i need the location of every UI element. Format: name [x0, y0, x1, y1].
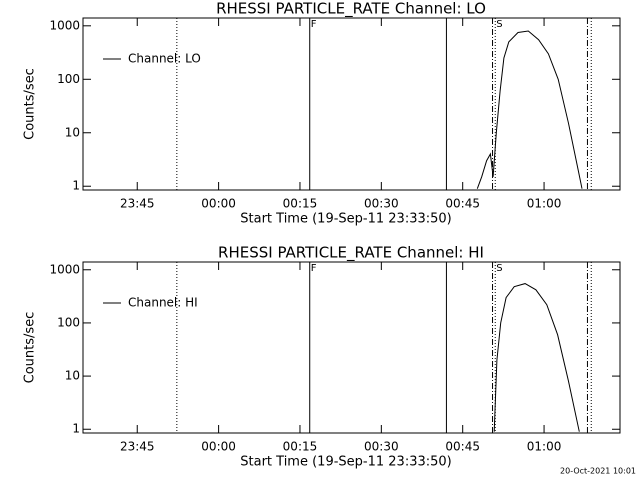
x-tick-label: 00:45: [445, 440, 480, 454]
y-axis-label: Counts/sec: [23, 68, 38, 140]
y-tick-label: 100: [57, 72, 80, 86]
chart-title: RHESSI PARTICLE_RATE Channel: LO: [216, 0, 486, 19]
x-tick-label: 00:15: [283, 197, 318, 211]
plot-frame: [82, 261, 621, 434]
x-axis-label: Start Time (19-Sep-11 23:33:50): [240, 455, 451, 470]
y-tick-label: 100: [57, 315, 80, 329]
y-tick-label: 10: [65, 125, 80, 139]
x-tick-label: 23:45: [120, 197, 155, 211]
marker-label: S: [496, 263, 502, 274]
x-tick-label: 00:30: [364, 440, 399, 454]
marker-label: S: [496, 19, 502, 30]
y-tick-label: 1: [72, 179, 80, 193]
footer-date: 20-Oct-2021 10:01: [560, 467, 636, 476]
x-tick-label: 01:00: [527, 440, 562, 454]
data-line: [493, 283, 580, 432]
chart-title: RHESSI PARTICLE_RATE Channel: HI: [218, 244, 484, 263]
y-tick-label: 10: [65, 369, 80, 383]
data-line: [476, 30, 583, 189]
x-tick-label: 00:30: [364, 197, 399, 211]
y-tick-label: 1: [72, 422, 80, 436]
y-tick-label: 1000: [49, 262, 80, 276]
x-tick-label: 23:45: [120, 440, 155, 454]
x-tick-label: 00:00: [201, 440, 236, 454]
x-tick-label: 01:00: [527, 197, 562, 211]
x-tick-label: 00:15: [283, 440, 318, 454]
y-tick-label: 1000: [49, 18, 80, 32]
x-axis-label: Start Time (19-Sep-11 23:33:50): [240, 212, 451, 227]
plot-frame: [82, 17, 621, 191]
x-tick-label: 00:45: [445, 197, 480, 211]
marker-label: F: [311, 19, 317, 30]
legend-label: Channel: HI: [128, 296, 198, 310]
x-tick-label: 00:00: [201, 197, 236, 211]
legend-label: Channel: LO: [128, 52, 201, 66]
y-axis-label: Counts/sec: [23, 312, 38, 384]
marker-label: F: [311, 263, 317, 274]
